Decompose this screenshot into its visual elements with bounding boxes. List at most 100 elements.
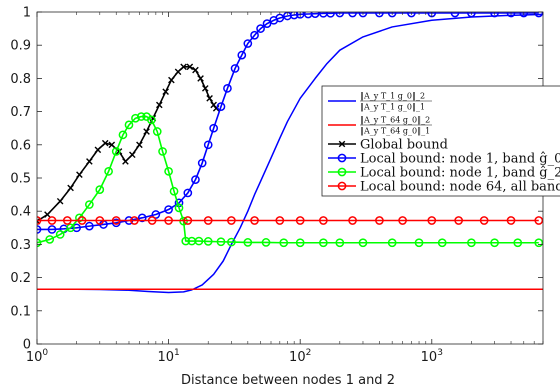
data-point	[181, 236, 191, 246]
data-point	[136, 141, 143, 149]
data-point	[86, 158, 93, 165]
data-point	[147, 216, 157, 225]
legend: ‖A_y T_1 g_0‖_2 ‖A_y T_1 g_0‖_1 ‖A_y T_64 …	[321, 85, 560, 197]
x-axis-label: Distance between nodes 1 and 2	[181, 373, 395, 388]
data-point	[358, 12, 368, 18]
data-point	[197, 158, 207, 168]
data-point	[95, 185, 105, 194]
data-point	[319, 216, 328, 225]
y-tick-label: 0.7	[10, 105, 31, 120]
data-point	[174, 68, 182, 76]
data-point	[467, 12, 476, 18]
data-point	[490, 12, 499, 18]
data-point	[169, 186, 179, 196]
data-point	[130, 216, 139, 225]
y-tick-label: 0.6	[10, 138, 31, 153]
data-point	[243, 238, 253, 247]
data-point	[337, 181, 347, 191]
data-point	[407, 12, 416, 18]
x-tick-label: 103	[421, 348, 443, 365]
data-point	[197, 75, 204, 82]
data-point	[85, 221, 94, 231]
legend-label-numerator: ‖A_y T_64 g_0‖_2	[360, 116, 430, 125]
series-line	[37, 13, 543, 294]
data-point	[337, 167, 347, 177]
legend-label-denominator: ‖A_y T_1 g_0‖_1	[360, 103, 425, 112]
data-point	[55, 230, 65, 239]
data-point	[335, 12, 345, 18]
data-point	[45, 235, 55, 244]
data-point	[94, 146, 102, 154]
data-point	[243, 39, 253, 48]
data-point	[131, 113, 140, 123]
data-point	[62, 216, 72, 225]
data-point	[262, 19, 272, 28]
data-point	[203, 216, 213, 225]
data-point	[151, 210, 161, 219]
legend-label: Global bound	[360, 138, 448, 153]
data-point	[174, 203, 184, 213]
data-point	[256, 24, 265, 33]
data-point	[534, 216, 543, 225]
data-point	[192, 66, 199, 74]
data-point	[72, 223, 81, 233]
data-point	[450, 12, 460, 18]
data-point	[122, 158, 129, 165]
x-tick-label: 100	[26, 348, 49, 365]
data-point	[467, 238, 476, 248]
data-point	[85, 200, 94, 209]
data-point	[479, 216, 489, 225]
data-point	[289, 12, 299, 20]
data-point	[506, 12, 516, 18]
data-point	[375, 12, 384, 18]
data-point	[203, 140, 213, 150]
data-point	[56, 197, 64, 205]
data-point	[164, 167, 173, 176]
data-point	[77, 216, 87, 225]
data-point	[295, 12, 305, 19]
y-tick-label: 1	[23, 6, 31, 21]
y-tick-label: 0.5	[10, 172, 31, 187]
data-point	[375, 216, 384, 225]
data-point	[129, 151, 136, 159]
data-point	[44, 211, 51, 218]
data-point	[183, 216, 193, 225]
data-point	[111, 147, 121, 156]
x-tick-label: 101	[157, 348, 179, 365]
data-point	[136, 112, 146, 121]
legend-label: Local bound: node 1, band ĝ_0	[360, 152, 560, 167]
data-point	[137, 213, 147, 223]
data-point	[506, 216, 516, 225]
series-line	[37, 65, 217, 222]
data-point	[534, 238, 543, 248]
data-point	[183, 188, 193, 198]
data-point	[124, 120, 134, 130]
data-point	[338, 140, 346, 148]
data-point	[108, 141, 116, 149]
data-point	[279, 238, 289, 248]
series-1	[37, 13, 543, 294]
y-tick-label: 0.8	[10, 72, 31, 87]
data-point	[427, 216, 437, 225]
y-tick-label: 0.3	[10, 238, 31, 253]
data-point	[230, 64, 240, 73]
data-point	[164, 216, 173, 225]
data-point	[186, 63, 194, 71]
data-point	[358, 238, 368, 248]
data-point	[47, 216, 57, 225]
data-point	[348, 12, 357, 18]
data-point	[326, 12, 335, 18]
data-point	[168, 76, 175, 84]
data-point	[414, 238, 424, 248]
data-point	[143, 128, 150, 135]
data-point	[203, 237, 213, 246]
data-point	[237, 50, 247, 60]
data-point	[319, 238, 328, 248]
data-point	[194, 236, 204, 246]
data-point	[250, 216, 259, 225]
data-point	[513, 238, 523, 248]
data-point	[261, 238, 271, 247]
legend-label: Local bound: node 1, band ĝ_2	[360, 166, 560, 181]
y-tick-label: 0.4	[10, 205, 31, 220]
legend-box	[321, 85, 560, 197]
